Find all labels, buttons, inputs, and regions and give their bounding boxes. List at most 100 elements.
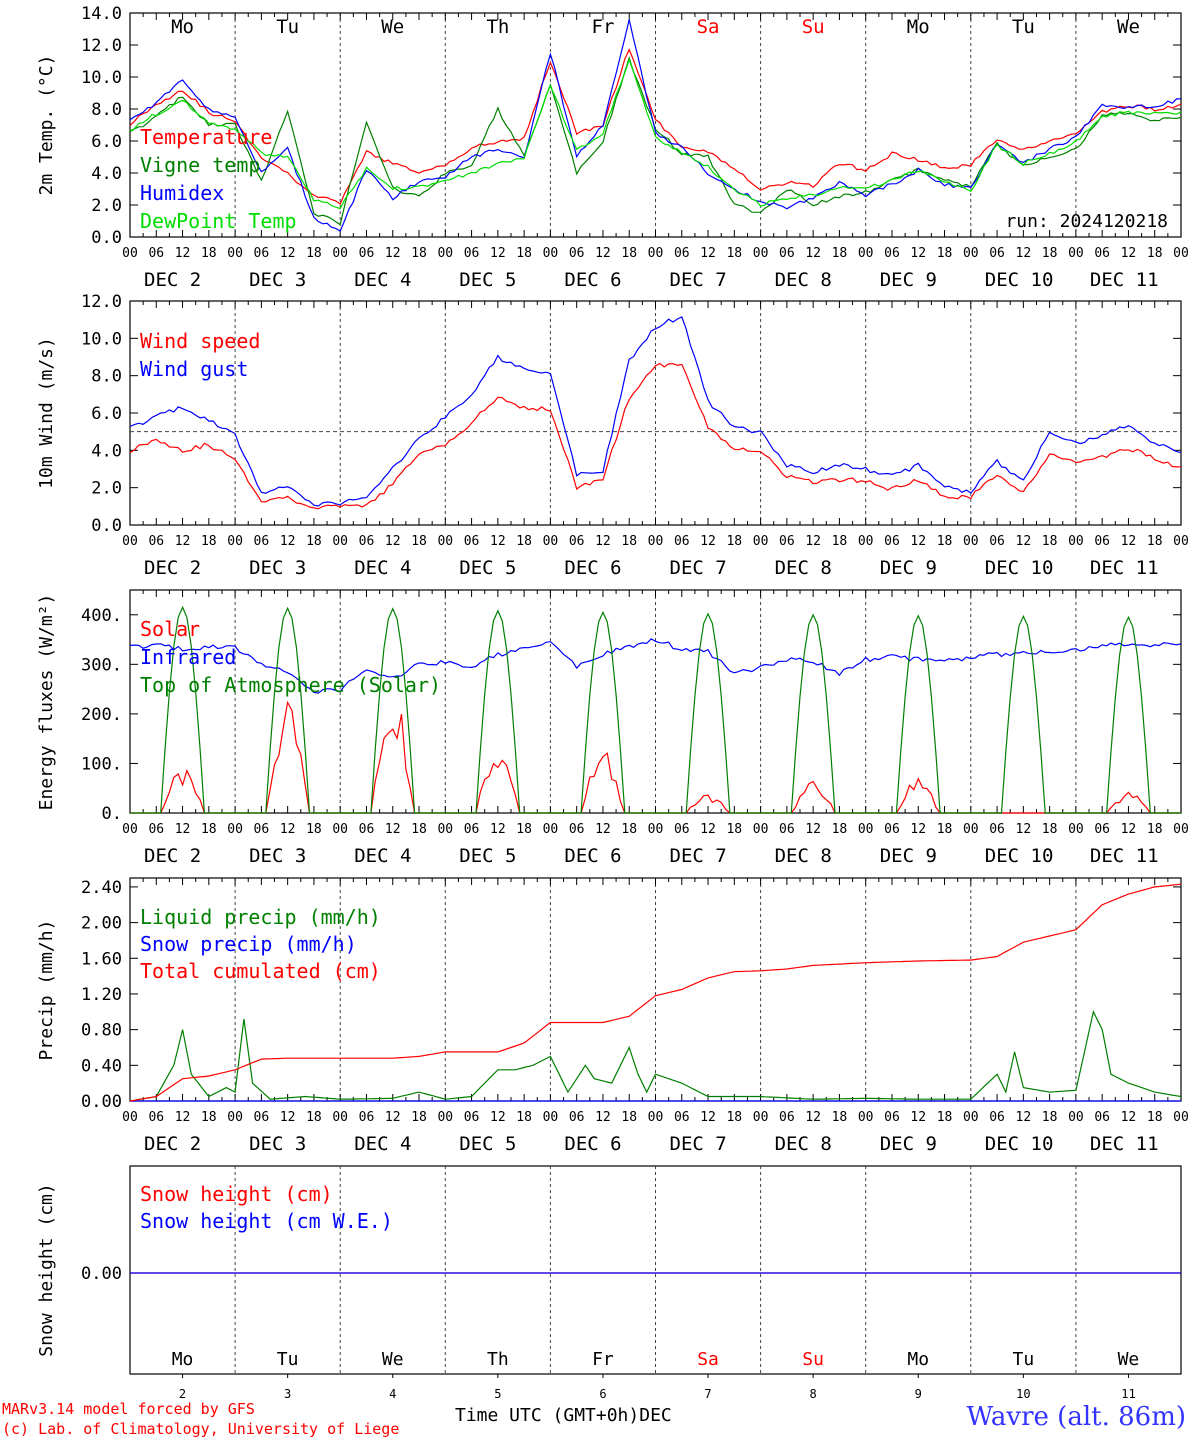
date-label: DEC 10 <box>985 269 1054 291</box>
series-line-infrared <box>129 638 1182 694</box>
day-number-label: 11 <box>1121 1387 1135 1401</box>
hour-tick-label: 00 <box>543 822 559 837</box>
hour-tick-label: 12 <box>1016 534 1032 549</box>
y-tick-label: 8.0 <box>91 100 122 120</box>
hour-tick-label: 00 <box>227 822 243 837</box>
legend-entry: Wind speed <box>140 329 260 353</box>
hour-tick-label: 18 <box>306 534 322 549</box>
hour-tick-label: 18 <box>621 822 637 837</box>
y-tick-label: 2.40 <box>81 878 122 898</box>
hour-tick-label: 06 <box>254 1110 270 1125</box>
station-name: Wavre (alt. 86m) <box>966 1402 1186 1432</box>
hour-tick-label: 00 <box>963 822 979 837</box>
hour-tick-label: 12 <box>910 246 926 261</box>
hour-tick-label: 18 <box>726 534 742 549</box>
hour-tick-label: 12 <box>385 246 401 261</box>
y-tick-label: 0.0 <box>91 228 122 248</box>
time-label: Time UTC (GMT+0h) <box>455 1405 640 1426</box>
series-line-wind-gust <box>129 316 1182 507</box>
hour-tick-label: 06 <box>779 822 795 837</box>
hour-tick-label: 18 <box>937 246 953 261</box>
hour-tick-label: 06 <box>779 246 795 261</box>
y-tick-label: 200. <box>81 705 122 725</box>
y-tick-label: 12.0 <box>81 36 122 56</box>
date-label: DEC 10 <box>985 1133 1054 1155</box>
hour-tick-label: 12 <box>1121 246 1137 261</box>
hour-tick-label: 18 <box>1042 534 1058 549</box>
hour-tick-label: 00 <box>1068 534 1084 549</box>
hour-tick-label: 00 <box>753 534 769 549</box>
hour-tick-label: 00 <box>543 534 559 549</box>
hour-tick-label: 00 <box>227 246 243 261</box>
hour-tick-label: 18 <box>621 534 637 549</box>
date-label: DEC 3 <box>249 557 306 579</box>
hour-tick-label: 06 <box>148 246 164 261</box>
weekday-label: Th <box>487 1349 509 1370</box>
hour-tick-label: 00 <box>1173 1110 1189 1125</box>
legend-entry: Snow height (cm W.E.) <box>140 1209 393 1233</box>
hour-tick-label: 12 <box>595 534 611 549</box>
date-label: DEC 3 <box>249 845 306 867</box>
date-label: DEC 5 <box>459 1133 516 1155</box>
y-tick-label: 8.0 <box>91 367 122 387</box>
panel-frame <box>129 12 1182 238</box>
legend-entry: Liquid precip (mm/h) <box>140 905 381 929</box>
hour-tick-label: 12 <box>1016 822 1032 837</box>
hour-tick-label: 18 <box>201 1110 217 1125</box>
hour-tick-label: 06 <box>674 246 690 261</box>
hour-tick-label: 12 <box>595 822 611 837</box>
hour-tick-label: 18 <box>832 246 848 261</box>
weekday-label: Mo <box>172 1349 194 1370</box>
day-number-label: 2 <box>179 1387 186 1401</box>
hour-tick-label: 18 <box>411 1110 427 1125</box>
hour-tick-label: 18 <box>937 1110 953 1125</box>
hour-tick-label: 06 <box>254 534 270 549</box>
hour-tick-label: 18 <box>1042 1110 1058 1125</box>
weekday-label: Sa <box>697 1349 719 1370</box>
series-line-top-of-atmosphere-solar <box>130 605 1181 814</box>
hour-tick-label: 12 <box>910 534 926 549</box>
legend-entry: DewPoint Temp <box>140 209 297 233</box>
weekday-label: Tu <box>276 16 299 38</box>
hour-tick-label: 12 <box>385 534 401 549</box>
credit-line: (c) Lab. of Climatology, University of L… <box>2 1420 400 1438</box>
hour-tick-label: 00 <box>332 246 348 261</box>
y-tick-label: 1.20 <box>81 985 122 1005</box>
y-tick-label: 6.0 <box>91 132 122 152</box>
date-label: DEC 4 <box>354 557 411 579</box>
hour-tick-label: 06 <box>148 1110 164 1125</box>
hour-tick-label: 12 <box>1121 822 1137 837</box>
weekday-label: We <box>1118 1349 1140 1370</box>
y-tick-label: 0.00 <box>81 1092 122 1112</box>
hour-tick-label: 00 <box>963 246 979 261</box>
hour-tick-label: 12 <box>175 1110 191 1125</box>
hour-tick-label: 00 <box>648 822 664 837</box>
hour-tick-label: 06 <box>989 1110 1005 1125</box>
hour-tick-label: 06 <box>569 246 585 261</box>
date-label: DEC 9 <box>880 269 937 291</box>
hour-tick-label: 18 <box>201 534 217 549</box>
hour-tick-label: 06 <box>464 534 480 549</box>
hour-tick-label: 18 <box>832 534 848 549</box>
hour-tick-label: 00 <box>332 1110 348 1125</box>
weekday-label: Sa <box>697 16 720 38</box>
hour-tick-label: 06 <box>884 822 900 837</box>
date-label: DEC 2 <box>144 845 201 867</box>
hour-tick-label: 00 <box>648 1110 664 1125</box>
hour-tick-label: 18 <box>516 534 532 549</box>
panel-5 <box>129 1165 1182 1378</box>
hour-tick-label: 12 <box>490 1110 506 1125</box>
weekday-label: Tu <box>1013 1349 1035 1370</box>
series-line-temperature <box>129 48 1182 206</box>
hour-tick-label: 18 <box>937 534 953 549</box>
hour-tick-label: 06 <box>254 246 270 261</box>
hour-tick-label: 12 <box>385 822 401 837</box>
series-line-wind-speed <box>129 362 1182 510</box>
hour-tick-label: 18 <box>832 822 848 837</box>
date-label: DEC 9 <box>880 557 937 579</box>
series-line-liquid-precip-mm-h <box>129 1010 1182 1102</box>
hour-tick-label: 06 <box>989 534 1005 549</box>
weekday-label: We <box>381 16 404 38</box>
date-label: DEC 4 <box>354 1133 411 1155</box>
